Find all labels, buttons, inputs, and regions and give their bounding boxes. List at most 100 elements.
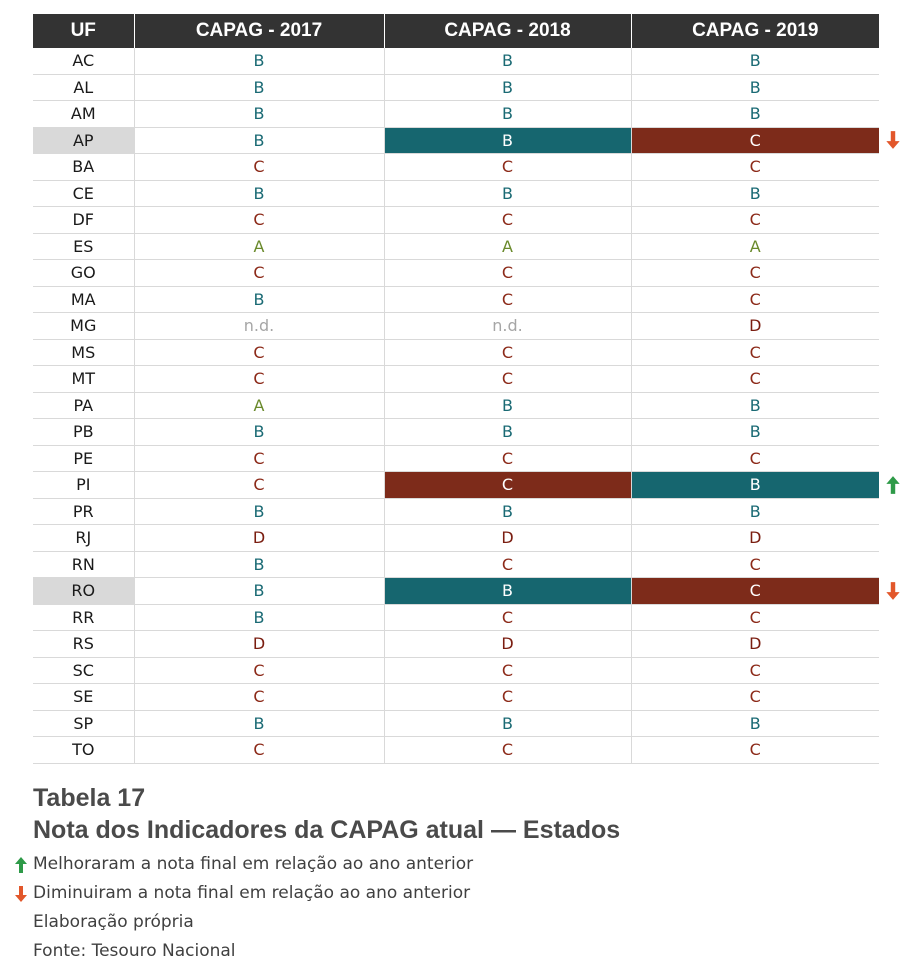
- grade-value: C: [253, 157, 265, 177]
- header-uf: UF: [33, 14, 134, 48]
- grade-value: B: [253, 51, 265, 71]
- grade-value: C: [749, 289, 761, 309]
- note-elaboration: Elaboração própria: [8, 908, 473, 937]
- table-row: AC B B B: [33, 48, 879, 75]
- grade-value: C: [253, 660, 265, 680]
- grade-value: B: [502, 581, 513, 601]
- table-row: PE C C C: [33, 445, 879, 472]
- cell-grade-2017: B: [133, 577, 384, 605]
- cell-uf: TO: [33, 736, 134, 764]
- grade-value: C: [501, 475, 514, 495]
- grade-value: A: [502, 236, 513, 256]
- grade-value: B: [749, 104, 761, 124]
- cell-grade-2017: C: [133, 259, 384, 287]
- cell-grade-2018: B: [383, 418, 631, 446]
- caption-number: Tabela 17: [33, 784, 146, 812]
- grade-value: C: [749, 369, 761, 389]
- grade-value: B: [502, 183, 513, 203]
- cell-uf: MT: [33, 365, 134, 393]
- grade-value: C: [253, 475, 265, 495]
- table-row: GO C C C: [33, 259, 879, 287]
- grade-value: C: [501, 263, 514, 283]
- grade-value: C: [253, 740, 265, 760]
- cell-grade-2017: B: [133, 127, 384, 154]
- cell-grade-2017: A: [133, 392, 384, 419]
- grade-value: B: [253, 581, 265, 601]
- cell-grade-2019: C: [630, 365, 879, 393]
- grade-value: C: [501, 210, 514, 230]
- grade-value: C: [253, 263, 265, 283]
- arrow-down-icon: [885, 581, 901, 601]
- table-row: AM B B B: [33, 100, 879, 128]
- cell-grade-2019: C: [630, 577, 879, 605]
- grade-value: B: [502, 104, 513, 124]
- cell-uf: RS: [33, 630, 134, 658]
- table-row: AL B B B: [33, 74, 879, 101]
- grade-value: C: [501, 369, 514, 389]
- grade-value: B: [749, 183, 761, 203]
- note-elaboration-text: Elaboração própria: [33, 912, 194, 932]
- arrow-down-icon: [8, 885, 33, 903]
- grade-value: C: [501, 687, 514, 707]
- table-body: AC B B B AL B B B AM B B B AP B B C BA C C C CE B B B DF C C C ES A A A…: [33, 48, 879, 764]
- cell-grade-2017: C: [133, 657, 384, 684]
- cell-grade-2017: B: [133, 48, 384, 75]
- cell-uf: RJ: [33, 524, 134, 552]
- note-improved-text: Melhoraram a nota final em relação ao an…: [33, 854, 474, 874]
- grade-value: C: [749, 554, 761, 574]
- cell-grade-2017: C: [133, 153, 384, 181]
- cell-uf: CE: [33, 180, 134, 207]
- table-header-row: UF CAPAG - 2017 CAPAG - 2018 CAPAG - 201…: [33, 14, 879, 48]
- cell-grade-2018: C: [383, 286, 631, 313]
- grade-value: D: [749, 528, 762, 548]
- cell-uf: PB: [33, 418, 134, 446]
- grade-value: n.d.: [243, 316, 275, 336]
- grade-value: C: [749, 740, 761, 760]
- note-source: Fonte: Tesouro Nacional: [8, 937, 473, 966]
- cell-grade-2017: C: [133, 736, 384, 764]
- cell-grade-2018: n.d.: [383, 312, 631, 340]
- grade-value: C: [501, 448, 514, 468]
- header-capag-2019: CAPAG - 2019: [630, 14, 879, 48]
- cell-grade-2019: C: [630, 445, 879, 472]
- grade-value: B: [253, 130, 265, 150]
- cell-grade-2018: B: [383, 577, 631, 605]
- table-row: MS C C C: [33, 339, 879, 366]
- table-row: TO C C C: [33, 736, 879, 764]
- cell-uf: PA: [33, 392, 134, 419]
- grade-value: C: [501, 554, 514, 574]
- cell-grade-2018: B: [383, 48, 631, 75]
- cell-grade-2018: B: [383, 710, 631, 737]
- grade-value: C: [749, 687, 761, 707]
- arrow-down-icon: [885, 130, 901, 150]
- table-row: RR B C C: [33, 604, 879, 631]
- grade-value: A: [253, 395, 265, 415]
- cell-grade-2019: B: [630, 498, 879, 525]
- grade-value: C: [501, 607, 514, 627]
- cell-uf: MG: [33, 312, 134, 340]
- grade-value: A: [253, 236, 265, 256]
- grade-value: B: [749, 501, 761, 521]
- grade-value: D: [252, 634, 266, 654]
- cell-uf: MS: [33, 339, 134, 366]
- grade-value: B: [253, 289, 265, 309]
- grade-value: B: [502, 51, 513, 71]
- grade-value: B: [253, 554, 265, 574]
- cell-uf: DF: [33, 206, 134, 234]
- cell-grade-2019: C: [630, 153, 879, 181]
- grade-value: B: [253, 607, 265, 627]
- grade-value: B: [502, 422, 513, 442]
- grade-value: B: [253, 104, 265, 124]
- cell-grade-2019: B: [630, 180, 879, 207]
- cell-grade-2017: B: [133, 551, 384, 578]
- cell-grade-2019: B: [630, 100, 879, 128]
- grade-value: C: [501, 342, 514, 362]
- cell-grade-2018: B: [383, 180, 631, 207]
- grade-value: D: [749, 634, 762, 654]
- cell-grade-2019: D: [630, 312, 879, 340]
- cell-uf: MA: [33, 286, 134, 313]
- cell-grade-2017: n.d.: [133, 312, 384, 340]
- table-row: PI C C B: [33, 471, 879, 499]
- grade-value: B: [749, 395, 761, 415]
- cell-grade-2017: B: [133, 180, 384, 207]
